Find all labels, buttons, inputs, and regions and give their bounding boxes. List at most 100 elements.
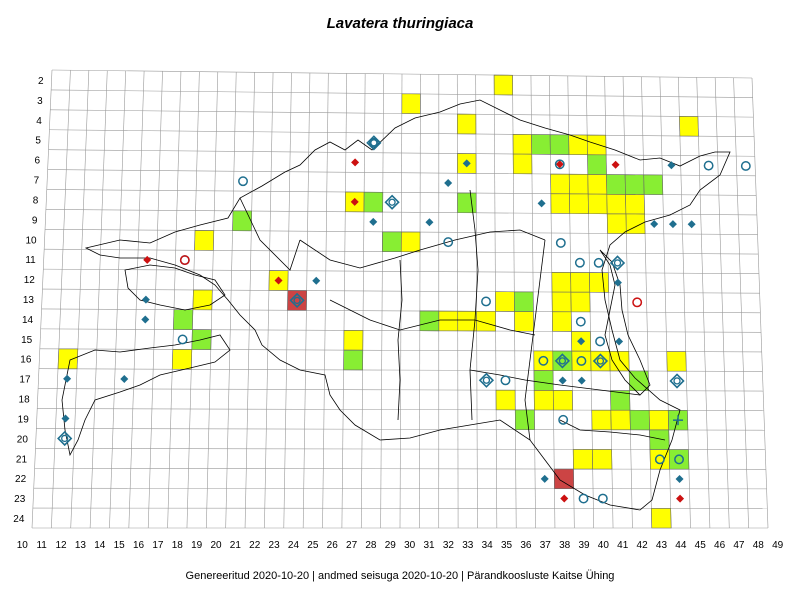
blue-circle-marker [500,375,511,386]
blue-circle-marker [595,336,606,347]
occupied-cell-yellow [514,311,534,332]
x-axis-label: 29 [385,540,397,551]
occupied-cell-yellow [192,289,213,311]
red-diamond-marker [555,160,564,169]
occupied-cell-yellow [438,310,459,332]
occupied-cell-green [549,134,570,155]
county-outline-layer [61,99,731,511]
x-axis-label: 32 [443,540,455,551]
blue-diamond-marker [444,178,453,187]
blue-diamond-marker [615,337,624,346]
y-axis-label: 15 [21,335,33,346]
occupied-cell-yellow [551,311,572,332]
blue-diamond-outline-marker [57,430,73,447]
blue-diamond-marker [558,376,567,385]
grid-line-v [696,77,711,529]
blue-circle-marker [703,160,714,171]
blue-diamond-marker [425,218,434,227]
coastline [84,99,731,511]
blue-diamond-marker [540,474,549,483]
grid-line-v [751,77,769,529]
occupied-cell-green [232,210,253,232]
occupied-cell-yellow [589,272,609,293]
blue-diamond-marker [577,376,586,385]
occupied-cell-yellow [592,449,613,470]
grid-line-v [341,73,348,529]
occupied-cell-green [531,134,551,155]
grid-line-h [42,288,760,294]
blue-diamond-outline-marker [289,292,305,309]
occupied-cell-yellow [495,291,515,312]
occupied-cell-yellow [666,351,687,372]
grid-line-h [51,69,753,79]
grid-line-v [225,72,237,529]
blue-circle-marker [482,376,491,384]
occupied-cell-yellow [587,193,608,215]
occupied-cells-layer [57,74,699,529]
grid-line-h [35,448,766,451]
occupied-cell-green [457,192,477,214]
occupied-cell-green [514,409,535,430]
y-axis-label: 11 [25,255,36,266]
occupied-cell-yellow [533,350,554,371]
x-axis-label: 34 [482,540,494,551]
blue-circle-marker [654,454,665,465]
grid-line-v [109,70,126,529]
x-axis-label: 35 [501,540,513,551]
occupied-cell-yellow [343,330,364,351]
occupied-cell-yellow [587,174,608,195]
axis-labels-layer: 10 11 12 13 14 15 16 17 18 19 20 21 22 23 24 25 26 27 28 29… [13,76,783,551]
blue-diamond-marker [675,474,684,483]
grid-line-v [360,73,366,529]
y-axis-label: 24 [13,514,25,525]
occupied-cell-green [419,310,440,332]
x-axis-label: 42 [637,540,649,551]
red-diamond-marker [611,160,620,169]
occupied-cell-yellow [512,134,533,155]
grid-line-v [31,69,53,529]
x-axis-label: 44 [675,540,687,551]
occupied-cell-yellow [550,193,571,214]
x-axis-label: 38 [559,540,571,551]
x-axis-label: 37 [540,540,552,551]
blue-circle-marker [574,257,585,268]
y-axis-label: 8 [33,195,39,206]
county-border-6 [469,369,641,396]
red-circle-marker [632,297,643,308]
blue-diamond-marker [141,295,150,304]
blue-diamond-marker [312,276,321,285]
y-axis-label: 20 [17,434,29,445]
occupied-cell-yellow [679,116,699,137]
blue-circle-marker [576,356,587,366]
grid-line-h [33,487,767,490]
blue-diamond-marker [650,219,659,228]
x-axis-label: 39 [578,540,590,551]
x-axis-label: 21 [230,540,242,551]
hiiumaa-island [124,264,226,311]
blue-diamond-marker [537,199,546,208]
x-axis-label: 19 [191,540,203,551]
grid-line-v [380,73,384,529]
x-axis-label: 22 [249,540,261,551]
grid-line-v [399,73,403,529]
blue-diamond-marker [141,315,150,324]
occupied-cell-green [629,409,650,431]
y-axis-label: 6 [35,156,41,167]
occupied-cell-yellow [57,348,79,370]
occupied-cell-yellow [648,409,670,431]
occupied-cell-yellow [572,449,594,470]
x-axis-label: 33 [462,540,474,551]
occupied-cell-green [363,191,384,213]
y-axis-label: 14 [22,315,34,326]
blue-circle-marker [238,176,248,187]
county-border-4 [524,239,546,441]
occupied-cell-yellow [569,193,589,214]
x-axis-label: 41 [617,540,629,551]
county-border-5 [329,299,536,336]
blue-circle-marker [293,296,301,305]
occupied-cell-yellow [533,389,554,411]
grid-line-v [475,74,478,529]
x-axis-label: 40 [598,540,610,551]
y-axis-label: 23 [14,494,26,505]
